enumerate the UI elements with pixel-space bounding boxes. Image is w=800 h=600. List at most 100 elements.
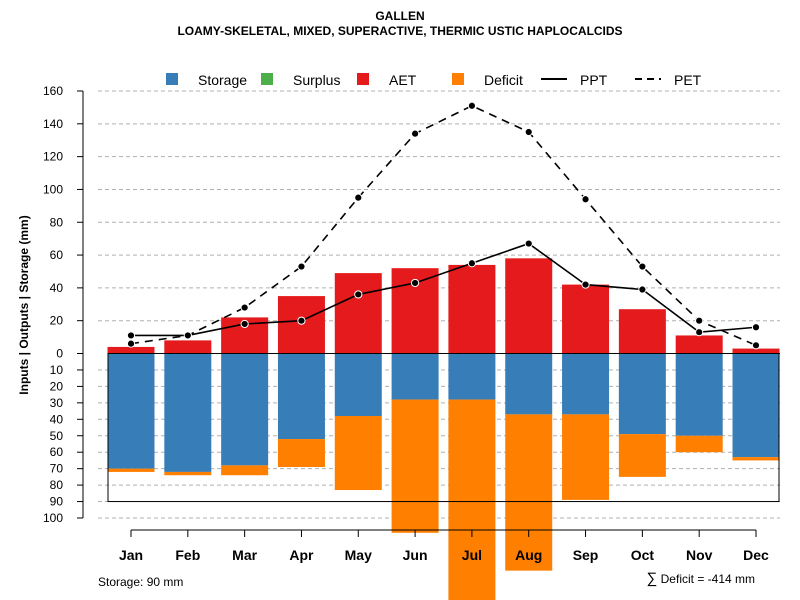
y-tick-label: 80 <box>50 215 64 229</box>
pet-line <box>130 104 757 347</box>
x-tick-label: Jun <box>403 547 428 563</box>
legend-label-pet: PET <box>674 72 702 88</box>
storage-capacity-box <box>107 353 780 503</box>
pet-point <box>524 127 533 137</box>
pet-point <box>695 316 704 325</box>
chart-subtitle: LOAMY-SKELETAL, MIXED, SUPERACTIVE, THER… <box>177 24 623 38</box>
y-tick-label: 20 <box>50 379 64 393</box>
aet-bar <box>448 264 496 354</box>
y-tick-label: 100 <box>43 511 63 525</box>
legend-label-surplus: Surplus <box>293 72 340 88</box>
aet-bar <box>107 346 155 354</box>
pet-point <box>638 262 647 271</box>
ppt-point <box>638 285 647 294</box>
legend-swatch-storage <box>166 73 178 85</box>
ppt-point <box>410 278 420 288</box>
legend-label-aet: AET <box>389 72 417 88</box>
legend-label-storage: Storage <box>198 72 247 88</box>
x-tick-label: Apr <box>289 547 314 563</box>
storage-bar <box>562 353 610 415</box>
y-tick-label: 0 <box>56 347 63 361</box>
deficit-bar <box>562 414 610 500</box>
pet-point <box>581 195 590 204</box>
x-tick-label: Aug <box>515 547 542 563</box>
deficit-bar <box>334 416 382 491</box>
ppt-point <box>695 328 704 337</box>
y-tick-label: 80 <box>50 478 64 492</box>
deficit-bar <box>732 457 780 461</box>
ppt-point <box>751 323 761 332</box>
pet-point <box>354 193 363 202</box>
x-tick-label: Dec <box>743 547 769 563</box>
x-tick-label: May <box>345 547 372 563</box>
y-tick-label: 40 <box>50 281 64 295</box>
deficit-bar <box>618 434 666 477</box>
aet-bar <box>618 309 666 354</box>
deficit-bar <box>221 465 269 476</box>
y-tick-label: 10 <box>50 363 64 377</box>
ppt-line <box>131 242 757 337</box>
ppt-point <box>297 316 306 325</box>
storage-bar <box>732 353 780 458</box>
aet-bar <box>164 340 212 354</box>
y-tick-label: 60 <box>50 445 64 459</box>
y-tick-label: 60 <box>50 248 64 262</box>
aet-bar <box>505 258 553 354</box>
storage-bar <box>448 353 496 400</box>
storage-capacity-note: Storage: 90 mm <box>98 575 184 589</box>
pet-point <box>240 303 249 312</box>
aet-bar <box>277 296 325 354</box>
legend-swatch-surplus <box>261 73 273 85</box>
deficit-bar <box>107 468 155 472</box>
storage-bar <box>221 353 269 466</box>
deficit-bar <box>505 414 553 571</box>
y-tick-label: 70 <box>50 462 64 476</box>
x-tick-label: Feb <box>175 547 200 563</box>
y-tick-label: 90 <box>50 495 64 509</box>
aet-bar <box>732 348 780 354</box>
deficit-bar <box>391 399 439 533</box>
ppt-point <box>240 319 249 329</box>
total-deficit-value: Deficit = -414 mm <box>660 572 755 586</box>
y-tick-label: 100 <box>43 182 63 196</box>
storage-bar <box>164 353 212 472</box>
storage-bar <box>277 353 325 440</box>
y-tick-label: 20 <box>50 314 64 328</box>
pet-point <box>126 339 136 348</box>
y-tick-label: 160 <box>43 84 63 98</box>
y-tick-label: 120 <box>43 150 63 164</box>
storage-bar <box>618 353 666 435</box>
x-tick-label: Oct <box>631 547 655 563</box>
summation-icon: ∑ <box>646 570 658 587</box>
x-tick-label: Jan <box>119 547 143 563</box>
x-tick-label: Sep <box>573 547 599 563</box>
pet-point <box>410 129 420 138</box>
aet-bar <box>334 273 382 354</box>
y-tick-label: 40 <box>50 412 64 426</box>
ppt-point <box>354 290 363 299</box>
legend-label-deficit: Deficit <box>484 72 523 88</box>
aet-bar <box>562 284 610 354</box>
legend-swatch-deficit <box>452 73 464 85</box>
pet-point <box>751 341 761 350</box>
deficit-bar <box>277 439 325 468</box>
y-tick-label: 140 <box>43 117 63 131</box>
x-tick-label: Mar <box>232 547 257 563</box>
y-tick-label: 30 <box>50 396 64 410</box>
total-deficit-note: ∑ Deficit = -414 mm <box>647 570 755 587</box>
y-axis-title: Inputs | Outputs | Storage (mm) <box>17 215 31 394</box>
legend-label-ppt: PPT <box>580 72 608 88</box>
y-tick-label: 50 <box>50 429 64 443</box>
storage-bar <box>107 353 155 469</box>
aet-bar <box>675 335 723 354</box>
ppt-point <box>467 259 477 268</box>
x-tick-label: Nov <box>686 547 713 563</box>
ppt-point <box>126 331 136 340</box>
ppt-point <box>581 280 590 289</box>
ppt-point <box>524 239 533 248</box>
deficit-bar <box>675 435 723 453</box>
deficit-bar <box>164 471 212 476</box>
pet-point <box>297 262 306 271</box>
ppt-point <box>183 331 192 340</box>
